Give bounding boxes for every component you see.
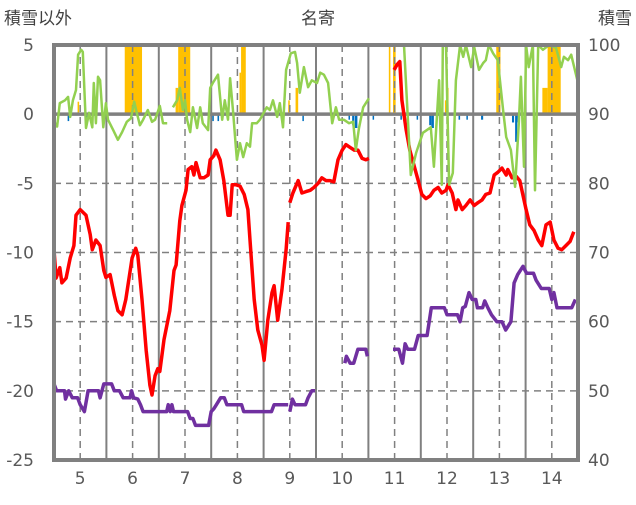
orange-bar <box>241 45 246 115</box>
purple-series-line <box>288 389 315 412</box>
x-tick-label: 13 <box>489 469 511 489</box>
blue-bar <box>416 114 419 120</box>
blue-bar <box>348 114 350 120</box>
right-tick-label: 100 <box>588 36 620 56</box>
blue-bar <box>400 114 402 120</box>
purple-series-line <box>343 347 370 365</box>
blue-bar <box>515 114 518 142</box>
purple-series-line <box>52 382 289 428</box>
left-tick-label: -25 <box>6 451 34 471</box>
plot-frame <box>52 43 580 462</box>
blue-bar <box>511 114 515 123</box>
bars-layer <box>67 45 561 142</box>
x-tick-label: 10 <box>331 469 353 489</box>
orange-bar <box>295 87 299 115</box>
orange-bar <box>444 100 447 115</box>
right-tick-label: 70 <box>588 244 610 264</box>
x-tick-label: 8 <box>232 469 243 489</box>
red-series-line <box>392 59 576 252</box>
blue-bar <box>372 114 375 120</box>
blue-bar <box>466 114 468 120</box>
x-tick-label: 12 <box>436 469 458 489</box>
blue-bar <box>458 114 461 120</box>
right-tick-label: 90 <box>588 105 610 125</box>
blue-bar <box>429 114 432 126</box>
blue-bar <box>302 114 304 122</box>
green-series-line <box>393 43 580 192</box>
red-series-line <box>52 148 290 397</box>
orange-bar <box>496 45 501 115</box>
orange-bar <box>393 45 396 115</box>
orange-bar <box>77 101 80 115</box>
blue-bar <box>481 114 484 120</box>
green-series-line <box>171 50 370 162</box>
x-tick-label: 14 <box>541 469 563 489</box>
blue-bar <box>354 114 358 128</box>
x-tick-label: 5 <box>75 469 86 489</box>
orange-bar <box>547 45 561 115</box>
blue-bar <box>212 114 214 122</box>
lines-layer <box>51 43 580 428</box>
orange-bar <box>288 100 290 115</box>
orange-bar <box>542 87 548 115</box>
blue-bar <box>352 114 355 126</box>
orange-bar <box>124 45 143 115</box>
left-tick-label: -20 <box>6 382 34 402</box>
right-tick-label: 80 <box>588 174 610 194</box>
left-tick-label: 5 <box>23 36 34 56</box>
left-axis-label: 積雪以外 <box>4 9 72 29</box>
left-tick-label: -15 <box>6 313 34 333</box>
right-axis-label: 積雪 <box>598 9 632 29</box>
blue-bar <box>67 114 70 122</box>
orange-bar <box>239 72 242 115</box>
right-tick-label: 60 <box>588 313 610 333</box>
right-tick-label: 50 <box>588 382 610 402</box>
blue-bar <box>431 114 434 128</box>
chart-title: 名寄 <box>301 9 335 29</box>
left-tick-label: -5 <box>17 174 34 194</box>
x-tick-label: 11 <box>384 469 406 489</box>
right-tick-label: 40 <box>588 451 610 471</box>
green-series-line <box>51 48 168 142</box>
left-tick-label: -10 <box>6 244 34 264</box>
x-tick-label: 7 <box>180 469 191 489</box>
red-series-line <box>288 142 370 204</box>
x-tick-label: 6 <box>127 469 138 489</box>
purple-series-line <box>393 264 577 365</box>
blue-bar <box>217 114 220 122</box>
x-tick-label: 9 <box>284 469 295 489</box>
left-tick-label: 0 <box>23 105 34 125</box>
orange-bar <box>388 45 391 115</box>
